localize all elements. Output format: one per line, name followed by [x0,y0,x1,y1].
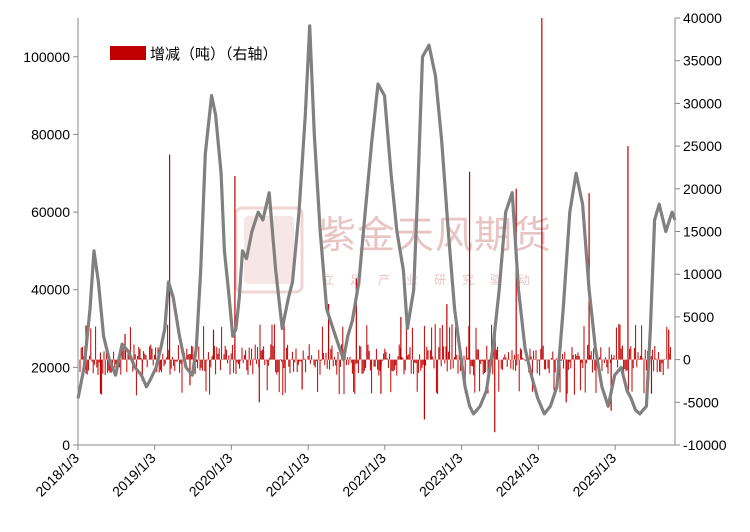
x-tick-label: 2025/1/3 [569,450,619,500]
x-tick-label: 2020/1/3 [186,450,236,500]
right-tick-label: 25000 [683,138,722,154]
right-tick-label: -5000 [683,394,719,410]
x-tick-label: 2018/1/3 [32,450,82,500]
right-axis-ticks: -10000 -5000 0 5000 10000 15000 20000 25000 3000… [675,10,727,453]
right-tick-label: 35000 [683,53,722,69]
right-tick-label: 0 [683,352,691,368]
left-axis-ticks: 0 20000 40000 60000 80000 100000 [23,49,78,453]
legend: 增减（吨）（右轴） [110,45,278,63]
right-tick-label: 5000 [683,309,714,325]
x-tick-label: 2019/1/3 [109,450,159,500]
x-tick-label: 2022/1/3 [339,450,389,500]
watermark: 紫金天风期货 立足产业研究驱动 [234,206,552,294]
legend-label: 增减（吨）（右轴） [150,45,278,63]
x-tick-label: 2021/1/3 [262,450,312,500]
right-tick-label: -10000 [683,437,727,453]
right-tick-label: 15000 [683,224,722,240]
left-tick-label: 40000 [31,282,70,298]
right-tick-label: 10000 [683,266,722,282]
right-tick-label: 30000 [683,95,722,111]
left-tick-label: 80000 [31,126,70,142]
left-tick-label: 60000 [31,204,70,220]
left-tick-label: 0 [62,437,70,453]
right-tick-label: 20000 [683,181,722,197]
legend-swatch [110,46,146,60]
x-tick-label: 2023/1/3 [416,450,466,500]
x-tick-label: 2024/1/3 [493,450,543,500]
left-tick-label: 100000 [23,49,70,65]
right-tick-label: 40000 [683,10,722,26]
watermark-slogan: 立足产业研究驱动 [322,272,546,287]
x-axis-ticks: 2018/1/3 2019/1/3 2020/1/3 2021/1/3 2022/1/3… [32,445,619,500]
watermark-brand: 紫金天风期货 [318,213,552,257]
left-tick-label: 20000 [31,359,70,375]
line-series [76,24,677,416]
